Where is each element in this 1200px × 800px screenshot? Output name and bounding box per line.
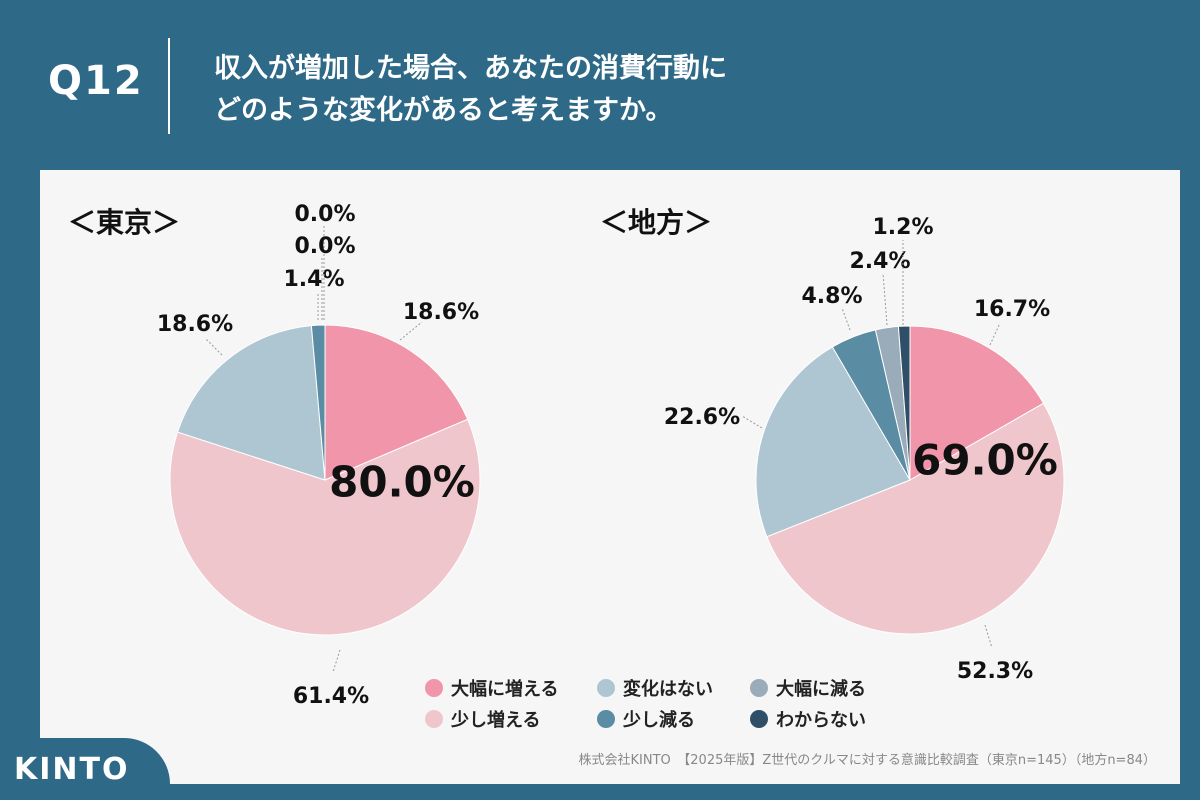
leader-line [332,649,341,673]
leader-line [204,337,223,356]
header: Q12 収入が増加した場合、あなたの消費行動に どのような変化があると考えますか… [0,0,1200,168]
question-title-line1: 収入が増加した場合、あなたの消費行動に [214,53,727,84]
kinto-logo: KINTO [14,752,130,787]
slice-label: 2.4% [849,249,910,274]
slice-label: 16.7% [974,297,1050,322]
slice-label: 0.0% [294,234,355,259]
legend-swatch [750,679,768,697]
slice-label: 4.8% [801,284,862,309]
pie-title: ＜地方＞ [600,206,712,239]
legend-item: 少し減る [597,706,695,732]
total-increase-label: 80.0% [329,458,475,507]
slice-label: 18.6% [157,312,233,337]
slice-label: 61.4% [293,684,369,709]
legend-label: 少し増える [451,710,541,731]
legend-label: 大幅に増える [451,679,559,700]
slice-label: 1.4% [283,267,344,292]
question-title-line2: どのような変化があると考えますか。 [214,95,673,126]
pie-slice [755,346,911,538]
legend-item: 大幅に増える [425,675,558,701]
legend-swatch [425,710,443,728]
question-number: Q12 [48,58,144,104]
slice-label: 22.6% [664,405,740,430]
legend-item: 変化はない [597,675,713,701]
pie-chart-1: ＜東京＞ 18.6% 61.4% 18.6% 1.4% 0.0% 0.0% 80.0% [68,202,481,709]
pie-slice [310,324,326,481]
pie-slice [766,402,1065,635]
leader-line [841,307,851,331]
leader-line [882,272,888,326]
logo-tab [0,738,170,800]
pie-chart-2: ＜地方＞ 16.7% 52.3% 22.6% 4.8% 2.4% 1.2% 69.0% [600,206,1065,684]
slice-label: 1.2% [872,215,933,240]
total-increase-label: 69.0% [912,436,1058,485]
legend-swatch [597,710,615,728]
leader-line [399,321,423,341]
source-note: 株式会社KINTO 【2025年版】Z世代のクルマに対する意識比較調査（東京n=… [578,753,1156,768]
legend-swatch [425,679,443,697]
legend-label: わからない [776,710,866,731]
legend: 大幅に増える 変化はない 大幅に減る少し増える 少し減る わからない [425,675,905,745]
leader-line [984,624,993,649]
leader-line [741,415,763,429]
legend-swatch [750,710,768,728]
pie-slice [897,325,911,481]
pie-slice [169,418,481,636]
pie-slice [324,324,469,481]
legend-label: 大幅に減る [776,679,866,700]
leader-line [989,322,1001,346]
legend-label: 少し減る [623,710,695,731]
legend-item: 少し増える [425,706,540,732]
header-divider [168,38,170,134]
legend-swatch [597,679,615,697]
legend-label: 変化はない [623,679,713,700]
slice-label: 0.0% [294,202,355,227]
pie-title: ＜東京＞ [68,206,180,239]
question-title: 収入が増加した場合、あなたの消費行動に どのような変化があると考えますか。 [214,48,727,132]
legend-item: 大幅に減る [750,675,866,701]
slice-label: 18.6% [403,300,479,325]
legend-item: わからない [750,706,866,732]
slice-label: 52.3% [957,659,1033,684]
pie-slice [909,325,1045,481]
pie-slice [176,325,326,481]
